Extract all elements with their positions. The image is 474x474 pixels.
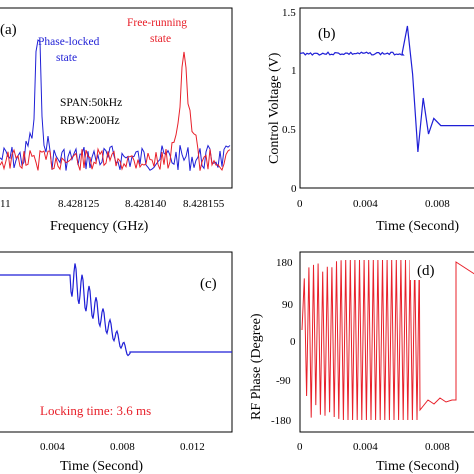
panel-d-label-bg [410,258,446,280]
free-running-trace [0,51,231,172]
locking-time-annotation: Locking time: 3.6 ms [40,403,151,418]
panel-d-label: (d) [417,263,435,279]
y-tick-label: 0.5 [282,124,296,136]
x-tick-label: 0 [297,198,303,210]
panel-b: (b) 1.5 1 0.5 0 0 0.004 0.008 Time (Seco… [267,7,474,234]
y-tick-label: 1 [291,65,297,77]
blue-legend-line2: state [56,52,77,64]
panel-b-label: (b) [318,26,336,42]
panel-c-xlabel: Time (Second) [60,459,143,474]
x-tick-label: 0.008 [425,441,450,453]
panel-d-ylabel: RF Phase (Degree) [249,313,264,420]
y-tick-label: 0 [290,336,296,348]
y-tick-label: -90 [276,375,291,387]
x-tick-label: 0.004 [353,198,378,210]
panel-c: (c) Locking time: 3.6 ms 0.004 0.008 0.0… [0,251,233,474]
y-tick-label: 180 [276,257,293,269]
rbw-annotation: RBW:200Hz [60,115,120,127]
control-voltage-trace [299,25,474,153]
rf-phase-trace [301,259,474,421]
x-tick-label: 8.428125 [58,198,100,210]
x-tick-label: 0.004 [40,441,65,453]
red-legend-line2: state [150,33,171,45]
y-tick-label: -180 [271,415,292,427]
locking-trace [0,263,232,357]
y-tick-label: 1.5 [282,7,296,19]
panel-c-frame [0,251,233,433]
x-tick-label: 0.012 [180,441,205,453]
panel-b-frame [299,7,474,189]
panel-a-label: (a) [0,22,17,38]
red-legend-line1: Free-running [127,17,187,29]
panel-d-xlabel: Time (Second) [376,459,459,474]
panel-b-xlabel: Time (Second) [376,219,459,234]
blue-legend-line1: Phase-locked [38,36,100,48]
x-tick-label: 0.008 [425,198,450,210]
x-tick-label: 11 [0,198,11,210]
x-tick-label: 0 [297,441,303,453]
panel-d: (d) 180 90 0 -90 -180 0 0.004 0.008 Time… [249,251,474,474]
y-tick-label: 0 [291,183,297,195]
x-tick-label: 0.008 [110,441,135,453]
x-tick-label: 8.428155 [183,198,225,210]
y-tick-label: 90 [282,299,294,311]
x-tick-label: 8.428140 [125,198,167,210]
x-tick-label: 0.004 [353,441,378,453]
span-annotation: SPAN:50kHz [60,97,122,109]
panel-a: (a) Phase-locked state Free-running stat… [0,7,233,234]
panel-b-ylabel: Control Voltage (V) [267,52,282,164]
panel-c-label: (c) [200,276,217,292]
panel-a-frame [0,7,233,189]
panel-a-xlabel: Frequency (GHz) [50,219,149,234]
panel-d-frame [299,251,474,433]
